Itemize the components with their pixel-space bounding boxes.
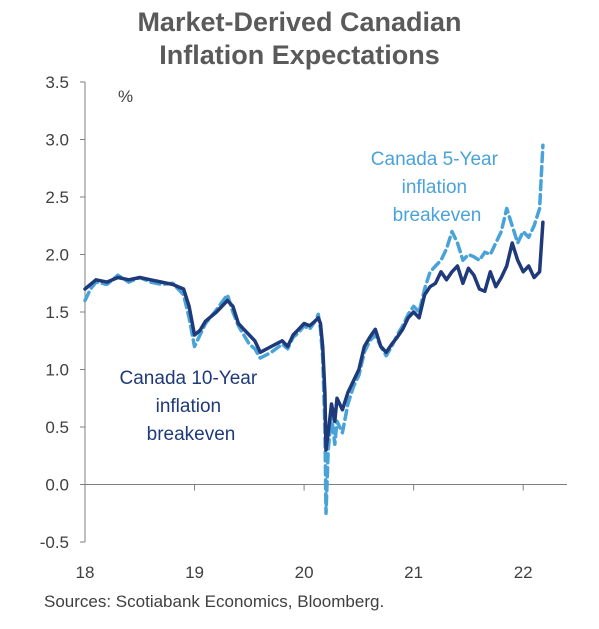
series-line-canada-10-year xyxy=(83,220,545,452)
chart-title: Market-Derived Canadian Inflation Expect… xyxy=(0,6,599,72)
y-tick-label: 0.5 xyxy=(45,418,69,437)
chart-title-line-2: Inflation Expectations xyxy=(159,40,440,70)
source-note: Sources: Scotiabank Economics, Bloomberg… xyxy=(44,592,385,611)
x-tick-label: 21 xyxy=(404,563,423,582)
y-tick-label: -0.5 xyxy=(40,533,69,552)
axes: 3.5 3.0 2.5 2.0 1.5 1.0 0.5 0.0 -0.5 18 19 20 21 22 xyxy=(40,73,567,582)
y-axis-unit-label: % xyxy=(118,87,133,106)
y-tick-label: 0.0 xyxy=(45,476,69,495)
five-year-series-label: Canada 5-Year inflation breakeven xyxy=(371,149,503,226)
x-tick-label: 22 xyxy=(514,563,533,582)
ten-year-label-line-3: breakeven xyxy=(147,424,236,445)
chart-title-line-1: Market-Derived Canadian xyxy=(137,7,462,37)
ten-year-series-label: Canada 10-Year inflation breakeven xyxy=(120,368,263,445)
y-tick-label: 3.0 xyxy=(45,131,69,150)
y-tick-label: 3.5 xyxy=(45,73,69,92)
five-year-label-line-1: Canada 5-Year xyxy=(371,149,499,170)
y-tick-label: 2.5 xyxy=(45,188,69,207)
series-layer xyxy=(83,143,545,516)
x-tick-label: 18 xyxy=(76,563,95,582)
series-line-canada-5-year xyxy=(83,143,545,516)
ten-year-label-line-1: Canada 10-Year xyxy=(120,368,258,389)
x-tick-label: 19 xyxy=(185,563,204,582)
five-year-label-line-3: breakeven xyxy=(393,205,482,226)
y-tick-label: 1.0 xyxy=(45,361,69,380)
y-tick-label: 2.0 xyxy=(45,246,69,265)
five-year-label-line-2: inflation xyxy=(402,177,468,198)
ten-year-label-line-2: inflation xyxy=(156,396,222,417)
y-tick-label: 1.5 xyxy=(45,303,69,322)
x-tick-label: 20 xyxy=(295,563,314,582)
